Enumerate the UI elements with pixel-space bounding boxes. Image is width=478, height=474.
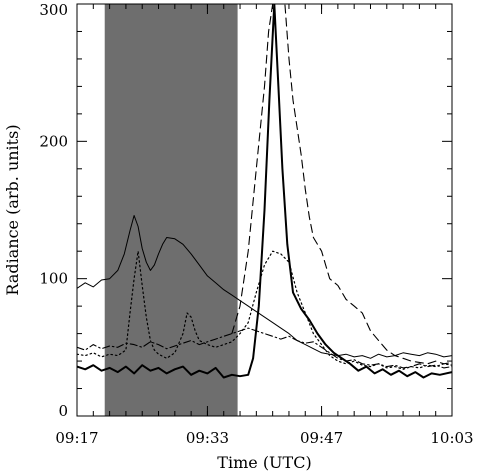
series-line-solid-thick: [77, 4, 452, 379]
y-tick-label: 300: [39, 1, 68, 19]
y-tick-label: 200: [39, 132, 68, 150]
series-line-dash-dot: [77, 327, 452, 369]
x-tick-label: 09:33: [186, 429, 229, 447]
shaded-time-region: [104, 4, 238, 416]
y-tick-label: 100: [39, 270, 68, 288]
x-tick-label: 09:47: [300, 429, 343, 447]
y-axis-label: Radiance (arb. units): [3, 124, 22, 295]
shaded-region: [104, 4, 238, 416]
y-tick-label: 0: [58, 402, 68, 420]
x-axis-label: Time (UTC): [217, 453, 311, 472]
plot-frame: [76, 3, 453, 417]
series-line-solid-thin: [77, 215, 452, 359]
x-tick-label: 09:17: [55, 429, 98, 447]
series-line-dashed: [231, 4, 452, 365]
tick-group: 09:17 09:33 09:47 10:03 0 100 200 300: [39, 1, 473, 447]
series-group: [77, 4, 452, 379]
x-tick-label: 10:03: [430, 429, 473, 447]
